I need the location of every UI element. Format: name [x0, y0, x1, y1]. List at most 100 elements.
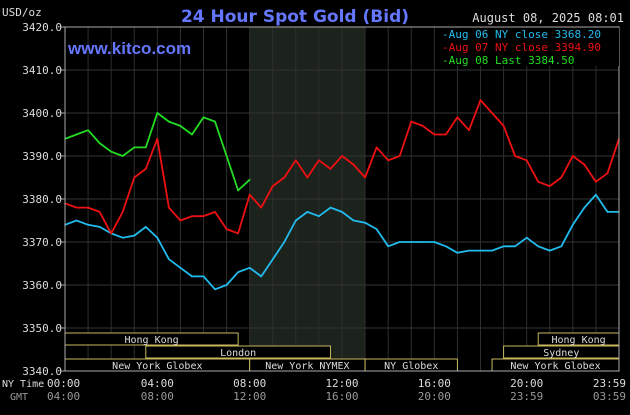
x-tick-label-ny: 04:00 — [141, 377, 174, 390]
data-point — [179, 267, 182, 269]
data-point — [75, 219, 78, 222]
data-point — [595, 193, 597, 196]
data-point — [375, 228, 378, 230]
data-point — [179, 219, 182, 222]
data-point — [491, 112, 493, 114]
data-point — [214, 211, 216, 213]
data-point — [306, 176, 309, 179]
data-point — [248, 193, 251, 196]
x-tick-label-gmt: 04:00 — [47, 390, 80, 403]
data-point — [525, 236, 528, 239]
y-tick-label: 3420.0 — [22, 21, 62, 34]
data-point — [237, 189, 239, 192]
data-point — [191, 215, 193, 217]
data-point — [225, 155, 228, 157]
data-point — [329, 168, 332, 170]
data-point — [375, 146, 378, 149]
session-label: Hong Kong — [552, 335, 606, 346]
data-point — [75, 206, 78, 209]
data-point — [502, 245, 505, 248]
data-point — [387, 159, 389, 162]
data-point — [98, 226, 101, 228]
session-label: NY Globex — [384, 361, 438, 372]
session-label: New York Globex — [510, 361, 600, 372]
x-tick-label-ny: 23:59 — [593, 377, 626, 390]
data-point — [237, 232, 239, 235]
y-tick-label: 3410.0 — [22, 64, 62, 77]
data-point — [214, 120, 216, 123]
session-label: New York Globex — [112, 361, 202, 372]
y-tick-label: 3380.0 — [22, 193, 62, 206]
data-point — [271, 258, 274, 261]
data-point — [87, 224, 89, 226]
data-point — [295, 219, 297, 222]
data-point — [318, 215, 320, 217]
session-label: Sydney — [543, 348, 579, 359]
data-point — [410, 241, 413, 243]
data-point — [341, 211, 343, 213]
data-point — [560, 176, 563, 179]
data-point — [572, 155, 574, 157]
x-tick-label-gmt: 12:00 — [233, 390, 266, 403]
data-point — [560, 245, 563, 248]
data-point — [295, 159, 297, 162]
data-point — [202, 116, 205, 119]
data-point — [144, 168, 147, 170]
x-tick-label-gmt: 08:00 — [141, 390, 174, 403]
chart-title: 24 Hour Spot Gold (Bid) — [181, 7, 409, 27]
data-point — [179, 125, 182, 127]
data-point — [421, 241, 424, 243]
legend-box — [437, 28, 619, 66]
data-point — [283, 176, 286, 179]
site-watermark: www.kitco.com — [67, 39, 191, 58]
grid-lines — [65, 27, 619, 371]
data-point — [75, 133, 78, 136]
data-point — [468, 129, 470, 131]
data-point — [514, 245, 516, 248]
legend-entry: -Aug 06 NY close 3368.20 — [442, 28, 601, 41]
data-point — [121, 236, 124, 239]
data-point — [98, 211, 101, 213]
x-tick-label-gmt: 03:59 — [593, 390, 626, 403]
data-point — [121, 211, 124, 213]
data-point — [133, 146, 136, 149]
y-tick-label: 3370.0 — [22, 236, 62, 249]
x-tick-label-gmt: 20:00 — [418, 390, 451, 403]
data-point — [491, 249, 493, 252]
y-tick-label: 3400.0 — [22, 107, 62, 120]
data-point — [110, 150, 112, 153]
ny-time-row-label: NY Time — [2, 379, 44, 390]
market-sessions: Hong Kong London New York Globex New York N… — [64, 332, 620, 372]
data-point — [156, 112, 159, 114]
x-tick-label-ny: 12:00 — [325, 377, 358, 390]
data-point — [468, 249, 470, 252]
date-stamp: August 08, 2025 08:01 — [472, 11, 624, 25]
y-axis-ticks: 3420.0 3410.0 3400.0 3390.0 3380.0 3370.0 3360… — [22, 21, 65, 378]
data-point — [98, 142, 101, 144]
data-point — [421, 125, 424, 127]
data-point — [318, 159, 320, 162]
data-point — [606, 172, 609, 174]
data-point — [548, 249, 551, 252]
data-point — [248, 267, 251, 269]
data-point — [237, 271, 239, 273]
data-point — [329, 206, 332, 209]
data-point — [456, 251, 459, 254]
session-bar — [145, 345, 331, 359]
data-point — [271, 185, 274, 187]
data-point — [583, 163, 586, 166]
data-point — [502, 125, 505, 127]
data-point — [387, 245, 389, 248]
data-point — [548, 185, 551, 187]
data-point — [87, 129, 89, 131]
data-point — [133, 234, 136, 237]
data-point — [479, 249, 482, 252]
data-point — [191, 275, 193, 278]
data-point — [606, 211, 609, 213]
y-tick-label: 3350.0 — [22, 322, 62, 335]
data-point — [306, 211, 309, 213]
data-point — [202, 275, 205, 278]
data-point — [260, 275, 263, 278]
legend: -Aug 06 NY close 3368.20-Aug 07 NY close… — [442, 28, 601, 67]
